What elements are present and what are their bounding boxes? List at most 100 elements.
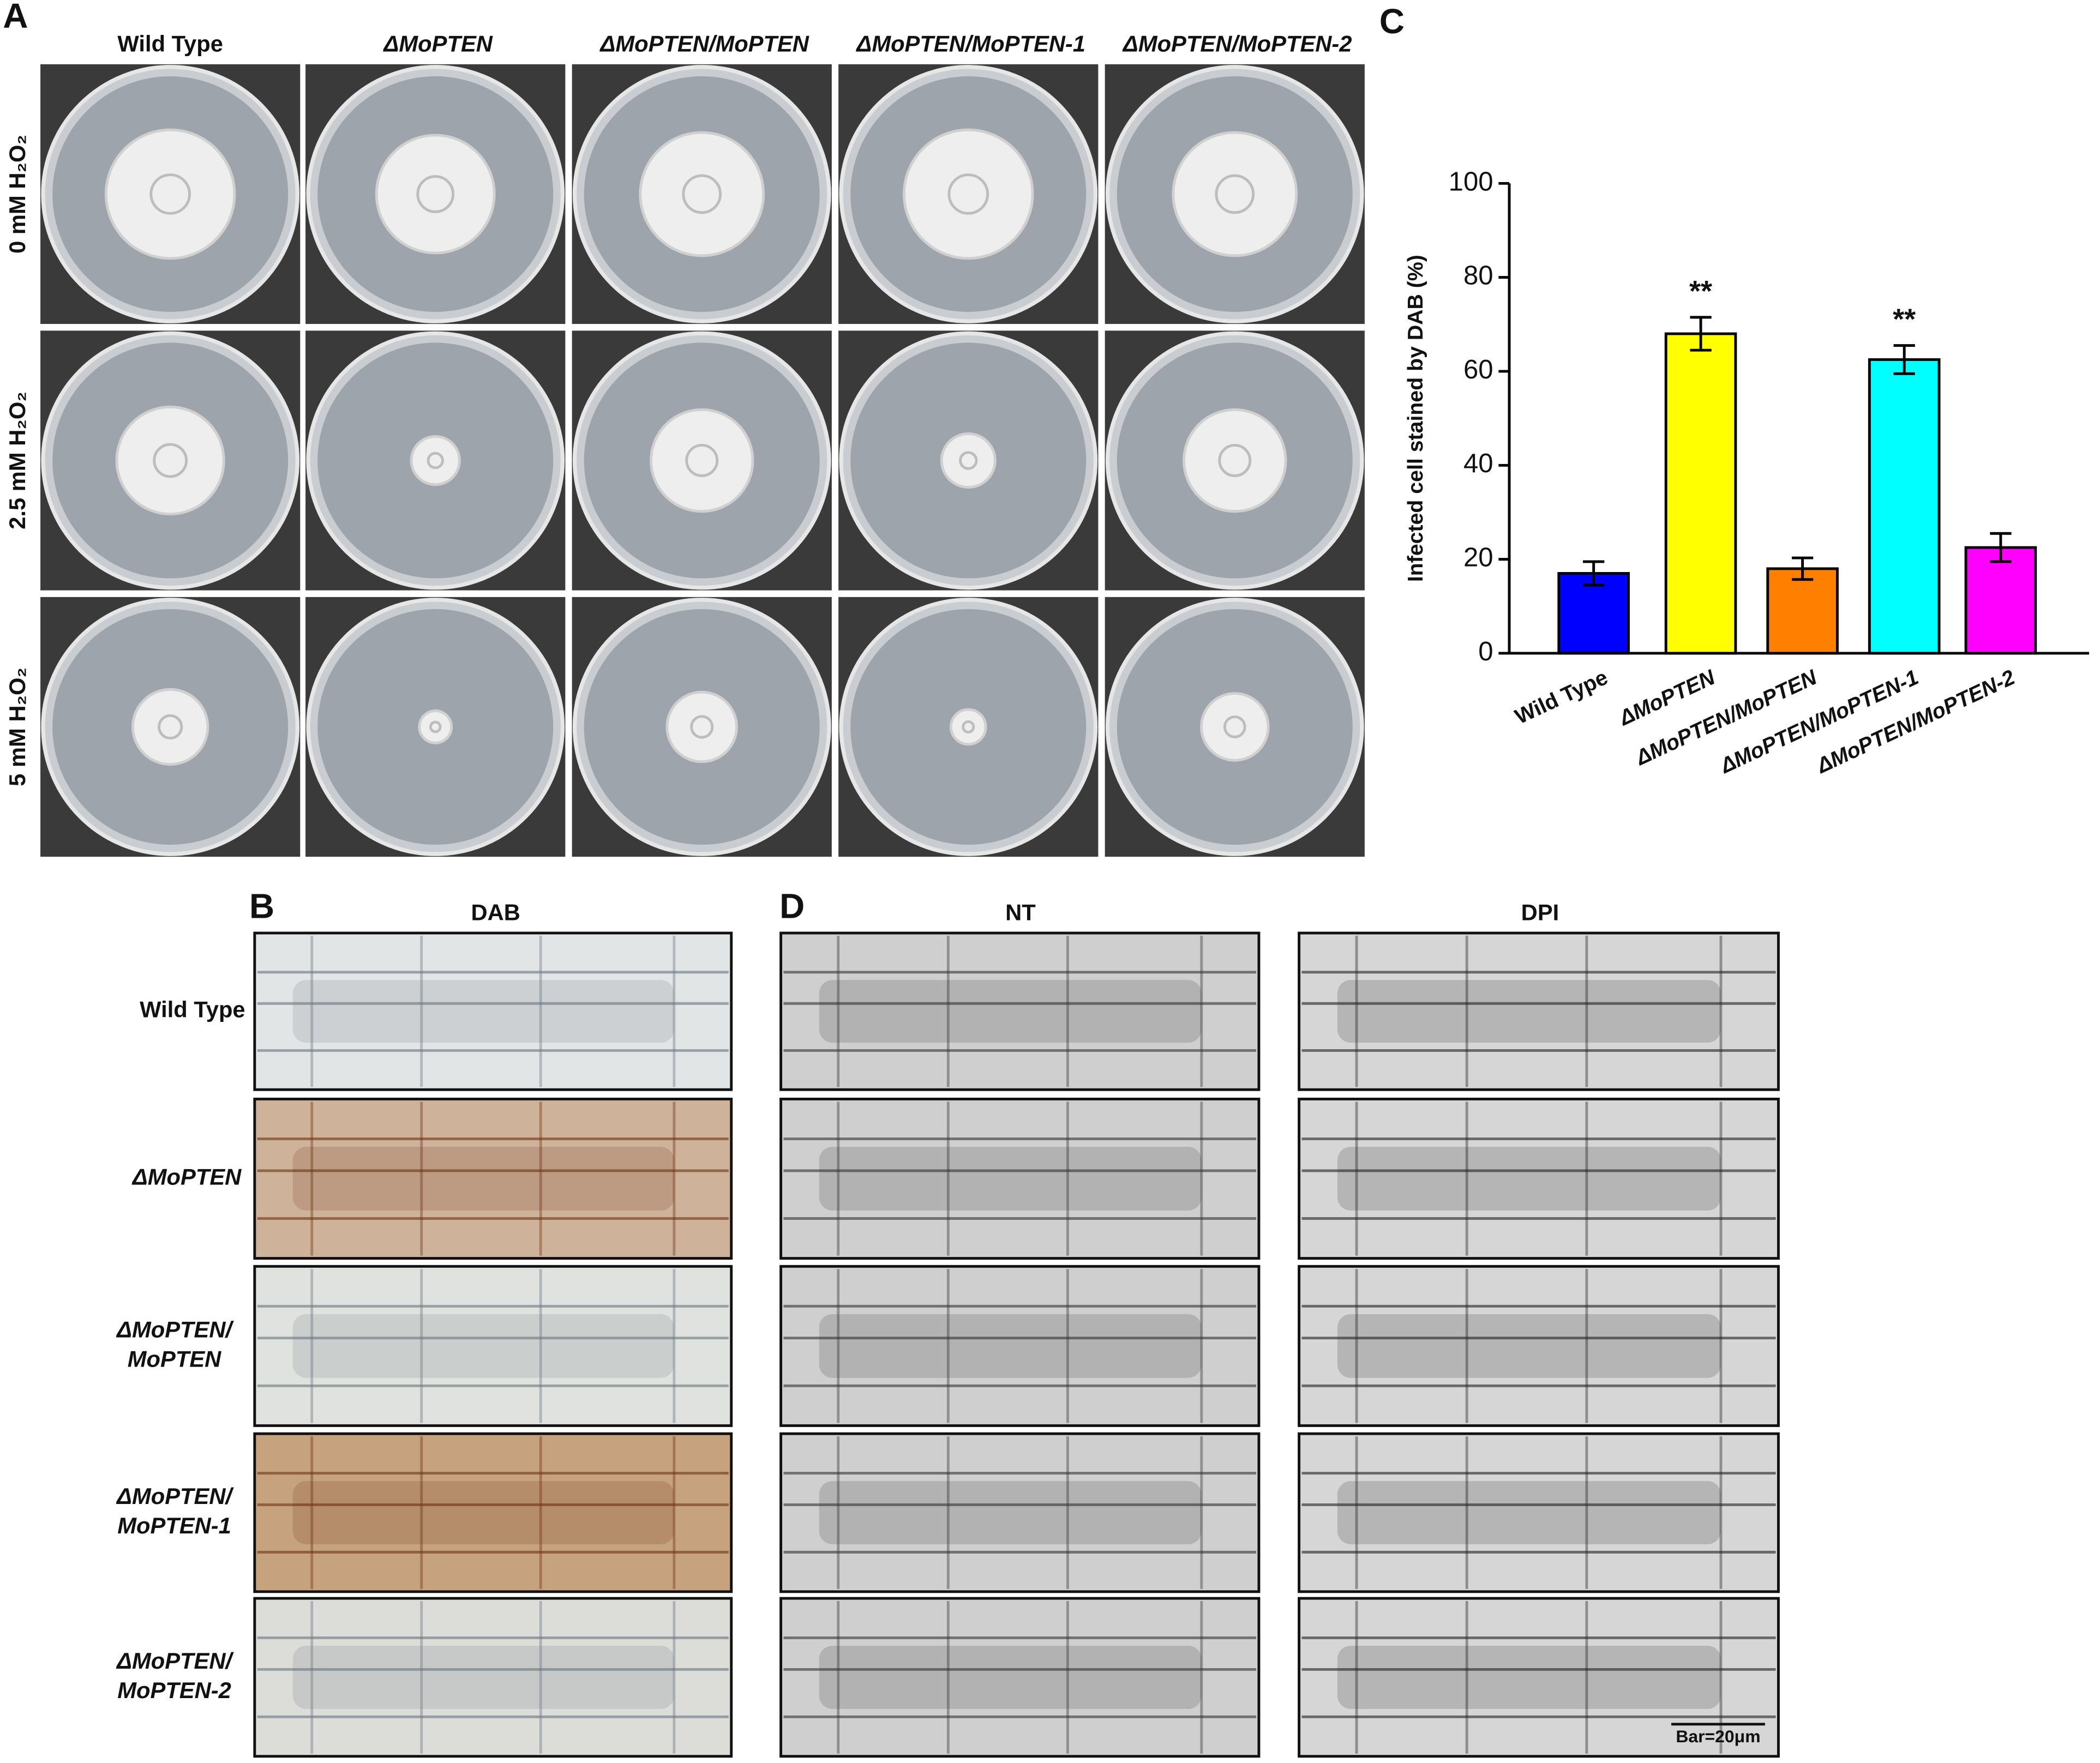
column-title: DPI — [1521, 900, 1559, 925]
micrograph — [253, 931, 733, 1091]
bar — [1964, 546, 2037, 655]
colony — [1183, 408, 1287, 513]
micrograph — [1298, 1597, 1780, 1758]
micrograph — [1298, 1097, 1780, 1260]
colony-center — [690, 715, 714, 739]
micrograph — [1298, 1265, 1780, 1427]
colony-center — [158, 714, 183, 740]
colony — [1199, 692, 1270, 762]
hyphae — [819, 1314, 1202, 1378]
hyphae — [292, 1481, 674, 1544]
colony-center — [962, 720, 975, 733]
colony-center — [149, 173, 191, 215]
hyphae — [819, 1481, 1202, 1544]
micrograph — [779, 1597, 1261, 1758]
hyphae — [1337, 980, 1721, 1043]
row-label: ΔMoPTEN/ — [116, 1483, 235, 1509]
y-tick-label: 60 — [1463, 355, 1493, 384]
column-header: ΔMoPTEN/MoPTEN — [599, 31, 809, 56]
hyphae — [1337, 1147, 1721, 1211]
bar — [1868, 358, 1941, 655]
row-label: 2.5 mM H₂O₂ — [4, 392, 30, 529]
micrograph — [779, 931, 1261, 1091]
significance: ** — [1689, 275, 1712, 308]
hyphae — [1337, 1314, 1721, 1378]
row-label: ΔMoPTEN/ — [116, 1316, 235, 1342]
y-tick-label: 20 — [1463, 543, 1493, 573]
colony-center — [959, 451, 978, 470]
colony — [639, 131, 765, 257]
micrograph — [253, 1597, 733, 1758]
hyphae — [292, 980, 674, 1043]
bar — [1766, 567, 1839, 655]
y-tick-label: 0 — [1478, 637, 1493, 666]
panel-label: C — [1379, 2, 1405, 41]
row-label: ΔMoPTEN/ — [116, 1648, 235, 1674]
panel-label: A — [3, 0, 28, 35]
y-tick-label: 40 — [1463, 449, 1493, 478]
bar — [1664, 332, 1737, 655]
hyphae — [292, 1147, 674, 1211]
colony-center — [682, 174, 722, 214]
colony — [940, 432, 997, 489]
colony-center — [416, 175, 455, 213]
micrograph — [253, 1432, 733, 1593]
hyphae — [1337, 1481, 1721, 1544]
panel-label: B — [249, 887, 274, 926]
colony-center — [427, 452, 444, 470]
micrograph — [253, 1097, 733, 1260]
bar — [1557, 572, 1630, 655]
hyphae — [1337, 1645, 1721, 1709]
colony — [665, 690, 739, 763]
colony-center — [1218, 444, 1252, 477]
hyphae — [819, 1147, 1202, 1211]
hyphae — [292, 1645, 674, 1709]
micrograph — [253, 1265, 733, 1427]
row-label: MoPTEN-1 — [117, 1513, 231, 1538]
significance: ** — [1893, 303, 1916, 336]
y-tick-label: 100 — [1449, 167, 1493, 196]
micrograph — [779, 1097, 1261, 1260]
colony-center — [153, 443, 188, 478]
column-header: ΔMoPTEN/MoPTEN-1 — [855, 31, 1085, 56]
micrograph — [779, 1432, 1261, 1593]
hyphae — [819, 980, 1202, 1043]
colony — [1172, 131, 1298, 257]
colony — [131, 688, 209, 766]
hyphae — [292, 1314, 674, 1378]
hyphae — [819, 1645, 1202, 1709]
column-header: ΔMoPTEN — [382, 31, 493, 56]
colony — [949, 708, 987, 746]
micrographs — [253, 931, 1780, 1758]
colony — [375, 134, 496, 255]
scale-bar-label: Bar=20μm — [1676, 1726, 1760, 1746]
panel-label: D — [779, 887, 805, 926]
colony-center — [947, 173, 989, 215]
micrograph — [1298, 931, 1780, 1091]
row-label: 0 mM H₂O₂ — [4, 135, 30, 254]
colony-center — [1215, 174, 1255, 214]
micrograph — [779, 1265, 1261, 1427]
colony — [650, 408, 754, 513]
y-tick-label: 80 — [1463, 261, 1493, 291]
panel-title: DAB — [471, 900, 520, 925]
colony — [115, 405, 225, 516]
row-label: MoPTEN — [128, 1346, 221, 1371]
colony — [410, 435, 461, 486]
colony-center — [1223, 715, 1246, 738]
colony-center — [429, 720, 442, 733]
micrograph — [1298, 1432, 1780, 1593]
colony — [104, 128, 236, 260]
colony — [418, 709, 453, 744]
y-axis-label: Infected cell stained by DAB (%) — [1403, 255, 1427, 582]
column-header: Wild Type — [117, 31, 223, 56]
colony — [902, 128, 1034, 260]
row-label: 5 mM H₂O₂ — [4, 667, 30, 786]
column-header: ΔMoPTEN/MoPTEN-2 — [1122, 31, 1352, 56]
column-title: NT — [1005, 900, 1036, 925]
row-label: MoPTEN-2 — [117, 1677, 231, 1703]
colony-center — [685, 444, 719, 477]
row-label: Wild Type — [140, 997, 245, 1022]
x-tick-label: Wild Type — [1511, 665, 1612, 729]
